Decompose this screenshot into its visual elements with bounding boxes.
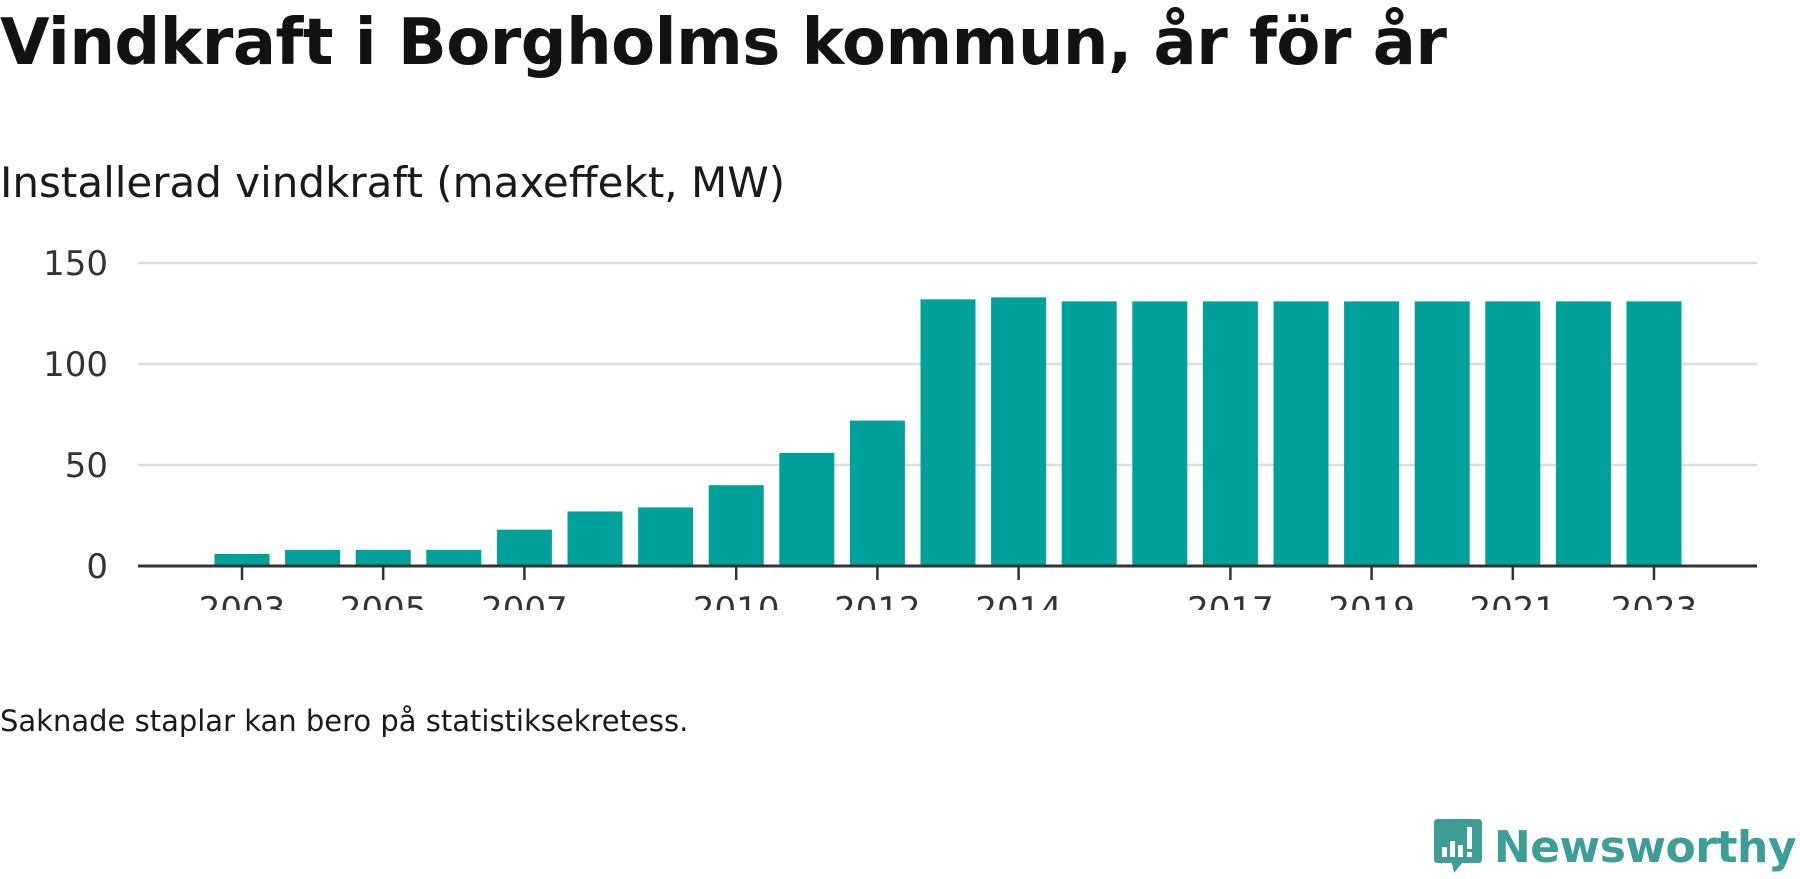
x-tick-label: 2003 (199, 590, 286, 610)
bar-2005 (355, 549, 411, 566)
y-tick-label: 50 (65, 446, 108, 486)
x-tick-label: 2007 (481, 590, 568, 610)
y-tick-label: 150 (43, 244, 108, 284)
bar-2019 (1344, 301, 1400, 566)
bar-2003 (214, 553, 270, 566)
brand-name: Newsworthy (1493, 821, 1797, 873)
x-tick-label: 2021 (1470, 590, 1557, 610)
bar-2016 (1132, 301, 1188, 566)
y-tick-label: 0 (86, 547, 108, 587)
bar-2013 (920, 299, 976, 566)
axes (138, 564, 1757, 580)
bar-2022 (1555, 301, 1611, 566)
bar-2011 (779, 452, 835, 566)
bars (214, 297, 1682, 566)
bar-2006 (426, 549, 482, 566)
bar-2023 (1626, 301, 1682, 566)
chart-subtitle: Installerad vindkraft (maxeffekt, MW) (0, 158, 786, 207)
x-tick-label: 2005 (340, 590, 427, 610)
x-tick-label: 2010 (693, 590, 780, 610)
y-tick-label: 100 (43, 345, 108, 385)
x-tick-label: 2012 (834, 590, 921, 610)
bar-2010 (708, 485, 764, 566)
bar-2004 (285, 549, 341, 566)
bar-2015 (1061, 301, 1117, 566)
bar-2012 (849, 420, 905, 566)
x-tick-label: 2014 (975, 590, 1062, 610)
bar-2018 (1273, 301, 1329, 566)
bar-chart: 0 50 100 150 2003 2005 2007 2010 2012 2014 2017 201… (43, 244, 1757, 610)
bar-2014 (991, 297, 1047, 566)
chart-title: Vindkraft i Borgholms kommun, år för år (0, 6, 1447, 80)
footnote: Saknade staplar kan bero på statistiksek… (0, 704, 689, 738)
x-tick-label: 2019 (1328, 590, 1415, 610)
bar-2017 (1202, 301, 1258, 566)
newsworthy-logo-icon (1433, 819, 1482, 873)
x-tick-label: 2017 (1187, 590, 1274, 610)
bar-2020 (1414, 301, 1470, 566)
bar-2009 (638, 507, 694, 566)
bar-2008 (567, 511, 623, 566)
tick-labels: 0 50 100 150 2003 2005 2007 2010 2012 2014 2017 201… (43, 244, 1697, 610)
bar-2021 (1485, 301, 1541, 566)
brand-logo[interactable]: Newsworthy (1432, 817, 1797, 877)
x-tick-label: 2023 (1611, 590, 1698, 610)
bar-2007 (496, 529, 552, 566)
